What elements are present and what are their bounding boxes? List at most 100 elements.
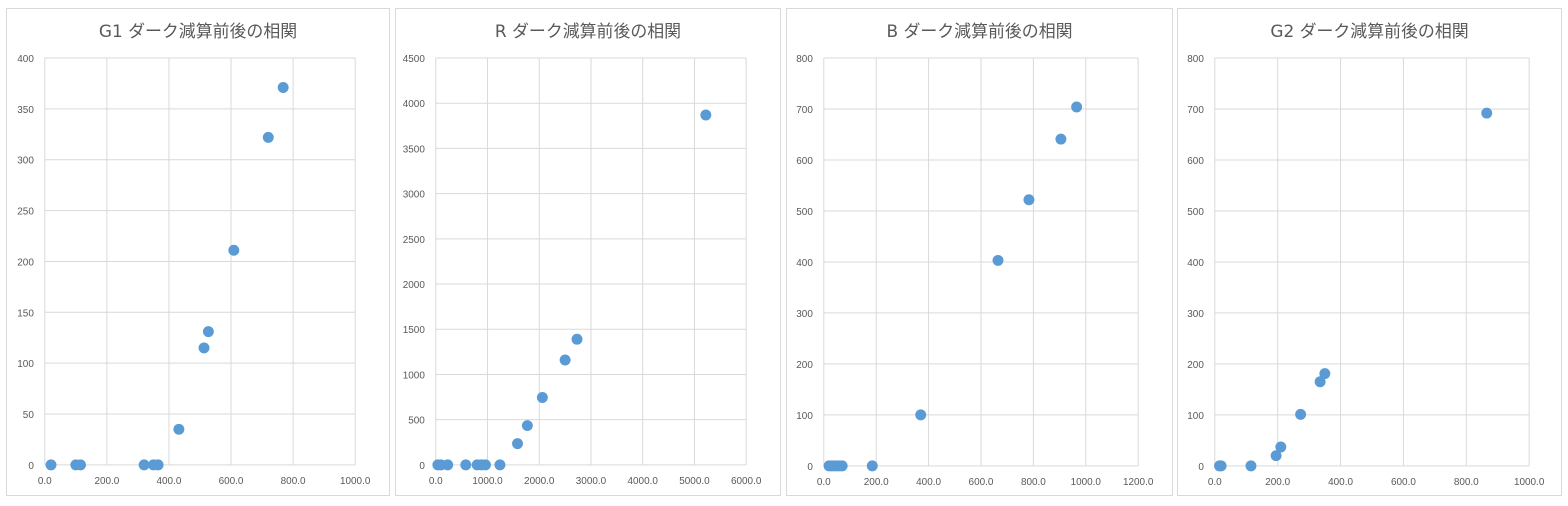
chart-title: G1 ダーク減算前後の相関 (99, 21, 297, 41)
data-point (1055, 133, 1067, 145)
x-tick-label: 600.0 (969, 477, 994, 488)
data-point (479, 459, 491, 471)
y-tick-label: 4500 (403, 54, 426, 65)
data-point (202, 326, 214, 338)
y-tick-label: 0 (419, 461, 425, 472)
scatter-chart-g1: G1 ダーク減算前後の相関 0 50 100 150 200 250 300 350 400 0.0… (17, 21, 371, 487)
x-tick-label: 1000.0 (340, 476, 371, 487)
y-tick-label: 2500 (403, 235, 426, 246)
y-tick-label: 250 (17, 207, 34, 218)
y-tick-label: 200 (17, 257, 34, 268)
y-tick-label: 500 (1187, 207, 1204, 218)
data-point (277, 82, 289, 93)
data-point (1071, 101, 1083, 113)
x-tick-label: 600.0 (1391, 477, 1416, 488)
data-point (836, 460, 848, 472)
data-point (1314, 376, 1326, 388)
y-tick-label: 600 (1187, 156, 1204, 167)
y-tick-label: 1500 (403, 325, 426, 336)
y-tick-label: 200 (1187, 360, 1204, 371)
x-tick-label: 0.0 (817, 477, 831, 488)
data-point (173, 423, 185, 435)
data-point (1275, 441, 1287, 453)
data-point (262, 131, 274, 143)
y-tick-label: 100 (1187, 411, 1204, 422)
y-tick-label: 100 (17, 359, 34, 370)
x-tick-label: 200.0 (94, 476, 119, 487)
x-tick-label: 800.0 (1021, 477, 1046, 488)
y-tick-label: 0 (807, 462, 813, 473)
x-tick-label: 0.0 (429, 476, 443, 487)
data-point (1023, 194, 1035, 206)
x-tick-label: 400.0 (157, 476, 182, 487)
x-tick-label: 1000.0 (1071, 477, 1102, 488)
x-tick-label: 0.0 (38, 476, 52, 487)
chart-title: B ダーク減算前後の相関 (886, 21, 1072, 41)
chart-title: R ダーク減算前後の相関 (495, 21, 681, 41)
data-point (494, 459, 506, 471)
data-point (1481, 107, 1493, 119)
y-tick-label: 3000 (403, 190, 426, 201)
scatter-chart-b: B ダーク減算前後の相関 0 100 200 300 400 500 600 700 800 0.0… (796, 21, 1154, 488)
y-tick-label: 500 (796, 207, 813, 218)
data-point (512, 438, 523, 450)
data-point (1245, 460, 1257, 472)
data-point (700, 109, 712, 121)
y-tick-label: 300 (1187, 309, 1204, 320)
y-tick-label: 4000 (403, 99, 426, 110)
chart-panel-b: B ダーク減算前後の相関 0 100 200 300 400 500 600 700 800 0.0… (786, 8, 1173, 496)
data-point (152, 459, 164, 471)
y-tick-label: 400 (17, 54, 34, 65)
y-tick-label: 400 (796, 258, 813, 269)
x-tick-label: 3000.0 (576, 476, 607, 487)
data-point (1270, 450, 1282, 462)
data-point (536, 392, 548, 404)
data-point (75, 459, 86, 471)
data-point (521, 420, 533, 432)
y-tick-label: 100 (796, 411, 813, 422)
x-tick-label: 1000.0 (472, 476, 503, 487)
data-point (228, 244, 240, 256)
x-tick-label: 200.0 (1265, 477, 1290, 488)
x-tick-label: 400.0 (916, 477, 941, 488)
y-tick-label: 600 (796, 156, 813, 167)
y-tick-label: 700 (796, 105, 813, 116)
data-point (1215, 460, 1227, 472)
y-tick-label: 350 (17, 105, 34, 116)
y-tick-label: 150 (17, 308, 34, 319)
x-tick-label: 1000.0 (1514, 477, 1545, 488)
data-point (992, 254, 1004, 266)
x-tick-label: 800.0 (1454, 477, 1479, 488)
scatter-chart-g2: G2 ダーク減算前後の相関 0 100 200 300 400 500 600 700 800 0.… (1187, 21, 1545, 488)
chart-title: G2 ダーク減算前後の相関 (1270, 21, 1468, 41)
y-tick-label: 1000 (403, 370, 426, 381)
y-tick-label: 800 (1187, 54, 1204, 65)
y-tick-label: 2000 (403, 280, 426, 291)
y-tick-label: 200 (796, 360, 813, 371)
y-tick-label: 0 (1198, 462, 1204, 473)
y-tick-label: 800 (796, 54, 813, 65)
x-tick-label: 4000.0 (628, 476, 659, 487)
x-tick-label: 6000.0 (731, 476, 762, 487)
data-point (198, 342, 210, 354)
y-tick-label: 400 (1187, 258, 1204, 269)
x-tick-label: 2000.0 (524, 476, 555, 487)
y-tick-label: 700 (1187, 105, 1204, 116)
data-point (45, 459, 57, 471)
y-tick-label: 500 (408, 416, 425, 427)
x-tick-label: 200.0 (864, 477, 889, 488)
data-point (138, 459, 150, 471)
x-tick-label: 5000.0 (679, 476, 710, 487)
chart-panel-r: R ダーク減算前後の相関 0 500 1000 1500 2000 2500 3000 3500… (395, 8, 781, 496)
data-point (1295, 408, 1307, 420)
data-point (442, 459, 454, 471)
x-tick-label: 0.0 (1208, 477, 1222, 488)
x-tick-label: 800.0 (281, 476, 306, 487)
data-point (571, 333, 583, 345)
data-point (866, 460, 878, 472)
x-tick-label: 600.0 (219, 476, 244, 487)
x-tick-label: 1200.0 (1123, 477, 1154, 488)
data-point (559, 354, 571, 366)
data-point (915, 409, 927, 421)
x-tick-label: 400.0 (1328, 477, 1353, 488)
